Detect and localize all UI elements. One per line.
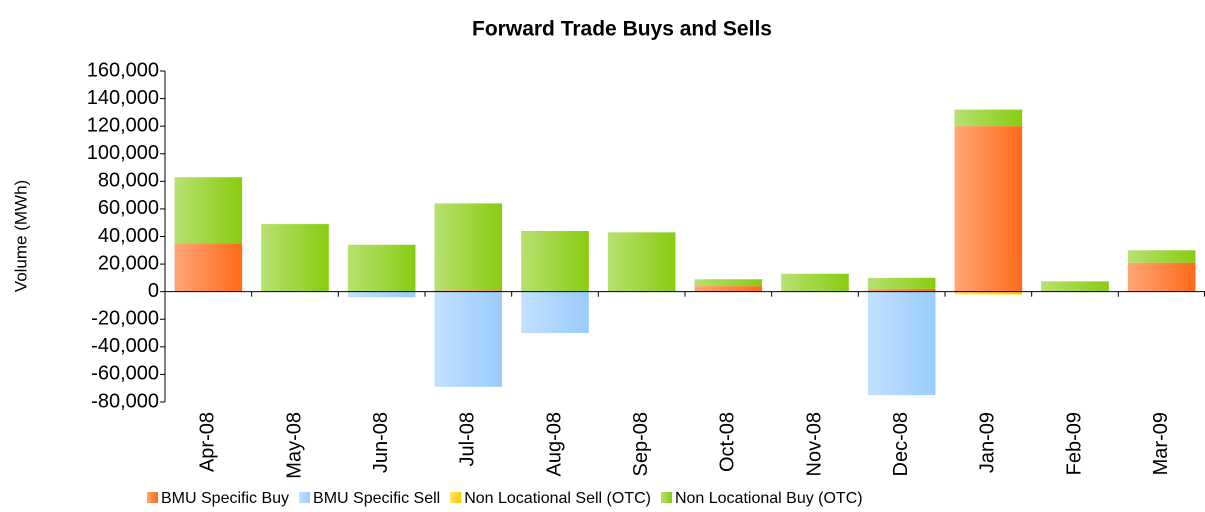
y-tick-label: 0 — [148, 280, 159, 302]
bar-segment — [347, 291, 416, 298]
chart-title: Forward Trade Buys and Sells — [472, 18, 772, 41]
bar-segment — [434, 290, 503, 292]
legend-label: Non Locational Buy (OTC) — [675, 490, 863, 507]
legend-label: Non Locational Sell (OTC) — [464, 490, 651, 507]
y-tick-label: 20,000 — [98, 252, 159, 274]
y-axis-label: Volume (MWh) — [11, 180, 30, 292]
bar-segment — [521, 230, 589, 292]
bar-segment — [1127, 262, 1196, 292]
legend-swatch — [299, 492, 311, 503]
bar-segment — [174, 243, 243, 292]
x-tick-label: Jul-08 — [457, 412, 479, 466]
x-tick-label: May-08 — [283, 412, 305, 479]
x-tick-label: Sep-08 — [630, 412, 652, 477]
bar-segment — [954, 109, 1023, 127]
bar-segment — [867, 277, 936, 289]
legend-swatch — [660, 492, 672, 503]
x-tick-label: Mar-09 — [1150, 412, 1172, 475]
x-tick-label: Dec-08 — [890, 412, 912, 476]
bar-segment — [521, 291, 589, 334]
bar-segment — [694, 286, 763, 292]
bar-segment — [607, 232, 676, 292]
y-tick-label: 140,000 — [87, 87, 159, 109]
bar-segment — [781, 273, 849, 292]
legend-swatch — [147, 492, 158, 503]
y-tick-label: 120,000 — [87, 114, 159, 136]
bar-segment — [434, 203, 503, 291]
y-tick-label: 100,000 — [87, 142, 159, 164]
x-tick-label: Jan-09 — [977, 412, 999, 473]
y-tick-label: -20,000 — [91, 308, 159, 330]
x-tick-label: Jun-08 — [370, 412, 392, 473]
x-tick-label: Feb-09 — [1063, 412, 1085, 475]
bar-segment — [1127, 250, 1196, 263]
y-tick-label: 40,000 — [98, 225, 159, 247]
bar-segment — [867, 288, 936, 292]
bar-segment — [1041, 281, 1109, 291]
bar-segment — [261, 224, 329, 292]
y-tick-label: -80,000 — [91, 390, 159, 412]
x-tick-label: Aug-08 — [543, 412, 565, 477]
bar-segment — [174, 177, 243, 244]
y-tick-label: 160,000 — [87, 59, 159, 81]
y-tick-label: 80,000 — [98, 170, 159, 192]
legend-label: BMU Specific Buy — [161, 490, 289, 507]
bar-segment — [694, 279, 763, 287]
legend-label: BMU Specific Sell — [313, 490, 440, 507]
bar-segment — [954, 126, 1023, 292]
bar-segment — [867, 291, 936, 396]
bar-segment — [434, 291, 503, 387]
x-tick-label: Apr-08 — [197, 412, 219, 472]
y-tick-label: 60,000 — [98, 197, 159, 219]
x-tick-label: Oct-08 — [717, 412, 739, 472]
x-tick-label: Nov-08 — [803, 412, 825, 476]
bar-segment — [347, 244, 416, 292]
bar-segment — [954, 291, 1023, 295]
y-tick-label: -40,000 — [91, 335, 159, 357]
y-tick-label: -60,000 — [91, 363, 159, 385]
legend-swatch — [450, 492, 462, 503]
